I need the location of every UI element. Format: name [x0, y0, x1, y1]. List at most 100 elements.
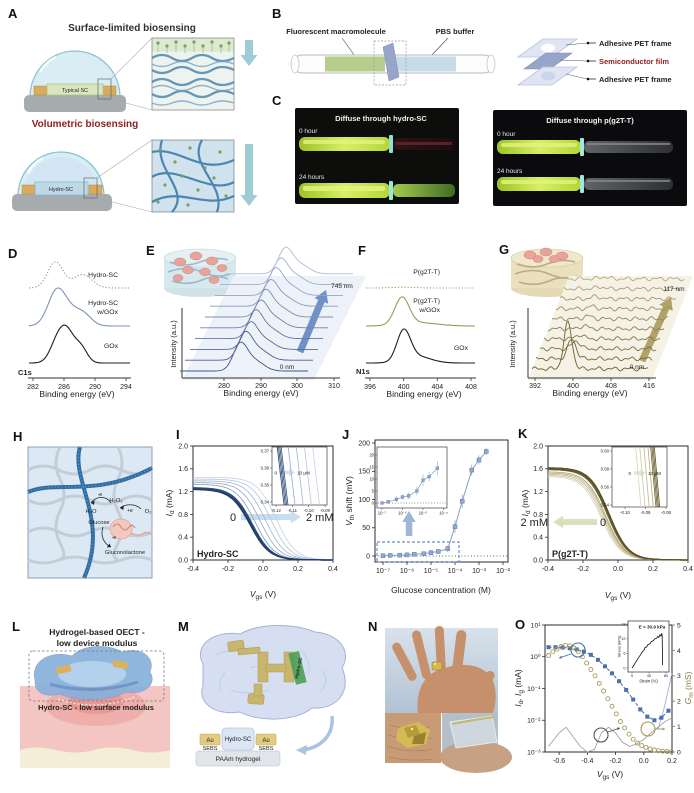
- panel-k-letter: K: [518, 426, 528, 441]
- zoom-connector: [110, 37, 153, 80]
- svg-text:0 nm: 0 nm: [630, 364, 644, 371]
- frame-stack-diagram: [516, 38, 596, 86]
- svg-text:-0.4: -0.4: [542, 566, 554, 573]
- svg-text:10⁻⁶: 10⁻⁶: [400, 568, 414, 575]
- svg-text:10: 10: [369, 477, 374, 482]
- core-level-label: N1s: [356, 367, 370, 376]
- panel-i: I 0.0 0.4 0.8 1.2 1.6 2.0 -0.4 -0.2 0.0 0.2 0.4 0.3…: [164, 427, 338, 601]
- svg-text:100: 100: [358, 497, 370, 504]
- svg-text:404: 404: [431, 384, 443, 391]
- macromolecule-label: Fluorescent macromolecule: [286, 27, 386, 36]
- chart-k-canvas: 0.0 0.4 0.8 1.2 1.6 2.0 -0.4 -0.2 0.0 0.2 0.4 0.60 0…: [533, 443, 693, 573]
- y-axis-label: Id (mA): [164, 489, 176, 516]
- svg-text:-0.4: -0.4: [187, 566, 199, 573]
- svg-text:-0.4: -0.4: [581, 758, 593, 765]
- svg-text:4: 4: [677, 648, 681, 655]
- svg-text:0.0: 0.0: [533, 557, 543, 564]
- svg-text:10⁻⁴: 10⁻⁴: [448, 568, 463, 575]
- svg-text:0.0: 0.0: [258, 566, 268, 573]
- svg-text:408: 408: [465, 384, 477, 391]
- down-arrow-icon: [240, 40, 258, 66]
- time-0h-right: 0 hour: [497, 131, 516, 138]
- svg-text:50: 50: [362, 525, 370, 532]
- typical-sc-film: [46, 83, 104, 96]
- svg-text:396: 396: [364, 384, 376, 391]
- x-axis-label: Vgs (V): [597, 769, 623, 781]
- device-type-label: Hydro-SC: [197, 549, 239, 559]
- svg-text:280: 280: [218, 383, 230, 390]
- gold-contact: [88, 184, 103, 195]
- y-axis-label: Id (mA): [520, 489, 532, 516]
- svg-text:1: 1: [677, 724, 681, 731]
- svg-text:6: 6: [623, 652, 625, 656]
- svg-text:10⁻³: 10⁻³: [527, 749, 541, 756]
- svg-text:408: 408: [605, 383, 617, 390]
- surface-modulus-note: Hydro-SC - low surface modulus: [38, 703, 154, 712]
- svg-text:2.0: 2.0: [533, 443, 543, 450]
- svg-text:0.0: 0.0: [613, 566, 623, 573]
- glucose-label: Glucose: [88, 520, 109, 526]
- svg-text:0.37: 0.37: [261, 449, 270, 454]
- dome-highlight: [38, 55, 57, 73]
- oect-title-line1: Hydrogel-based OECT -: [49, 627, 145, 637]
- layer-label-mid: Semiconductor film: [599, 57, 669, 66]
- svg-text:0: 0: [631, 674, 633, 678]
- panel-a-title-top: Surface-limited biosensing: [68, 23, 196, 34]
- svg-text:0: 0: [628, 471, 631, 476]
- peroxide-label: H₂O₂: [109, 498, 122, 504]
- svg-text:745 nm: 745 nm: [331, 283, 353, 290]
- series-label: Hydro-SC: [88, 300, 118, 307]
- chart-f-canvas: 396 400 404 408: [364, 286, 477, 391]
- diffusion-tube: [290, 40, 496, 86]
- device-stack-schematic: [195, 727, 281, 767]
- gold-contact: [102, 85, 117, 96]
- svg-text:286: 286: [58, 384, 70, 391]
- svg-text:18: 18: [621, 622, 625, 626]
- svg-text:40: 40: [647, 674, 651, 678]
- gold-contact: [112, 659, 129, 670]
- dome-highlight: [26, 156, 44, 174]
- panel-e: E 280 290 300 310 0 nm 745 nm Intensity (a.u.…: [146, 243, 366, 398]
- flexible-device-photo: Hydro-SC: [200, 625, 347, 755]
- x-axis-label: Binding energy (eV): [223, 388, 298, 398]
- svg-text:0.56: 0.56: [601, 485, 610, 490]
- panel-m: M Hydro-SC Au Au Hydro-SC SEBS SEBS PAAm…: [178, 619, 347, 767]
- panel-m-letter: M: [178, 619, 189, 634]
- svg-text:117 nm: 117 nm: [663, 286, 684, 293]
- svg-text:0.2: 0.2: [648, 566, 658, 573]
- svg-text:-0.2: -0.2: [610, 758, 622, 765]
- panel-a: A Surface-limited biosensing Typical SC: [8, 6, 258, 213]
- svg-text:294: 294: [120, 384, 132, 391]
- svg-text:0.0: 0.0: [639, 758, 649, 765]
- svg-text:10⁻⁷: 10⁻⁷: [378, 511, 387, 516]
- hand-photo: [385, 626, 498, 713]
- svg-text:-0.10: -0.10: [620, 510, 630, 515]
- dashed-zoom-box: [373, 40, 407, 86]
- pbs-buffer-label: PBS buffer: [436, 27, 475, 36]
- x-axis-label: Glucose concentration (M): [391, 585, 491, 595]
- series-label: GOx: [104, 343, 119, 350]
- x-axis-label: Vgs (V): [605, 590, 631, 602]
- svg-text:20: 20: [369, 453, 374, 458]
- svg-text:400: 400: [567, 383, 579, 390]
- svg-text:10⁰: 10⁰: [530, 653, 541, 661]
- svg-text:0.2: 0.2: [293, 566, 303, 573]
- oxygen-label: O₂: [145, 509, 152, 515]
- svg-text:0.58: 0.58: [601, 467, 610, 472]
- surface-zoom-illustration: [151, 37, 235, 111]
- x-axis-label: Vgs (V): [250, 589, 276, 601]
- svg-text:0: 0: [366, 553, 370, 560]
- panel-o: O 10¹ 10⁰ 10⁻¹ 10⁻² 10⁻³ 5 4 3 2 1 0 -0.6 -0.4 -0.2 0.…: [513, 617, 694, 781]
- au-left-label: Au: [206, 738, 213, 744]
- svg-text:10⁻⁴: 10⁻⁴: [439, 511, 448, 516]
- panel-f-letter: F: [358, 243, 366, 258]
- svg-text:0: 0: [677, 749, 681, 756]
- x-axis-label: Binding energy (eV): [39, 389, 114, 399]
- panel-h: H H₂O H₂O₂ O₂ Glucose Gluconolacto: [13, 429, 153, 579]
- svg-text:10⁻²: 10⁻²: [527, 718, 541, 725]
- svg-text:0.34: 0.34: [261, 500, 270, 505]
- svg-text:10⁻⁵: 10⁻⁵: [424, 568, 438, 575]
- time-24h-left: 24 hours: [299, 174, 325, 181]
